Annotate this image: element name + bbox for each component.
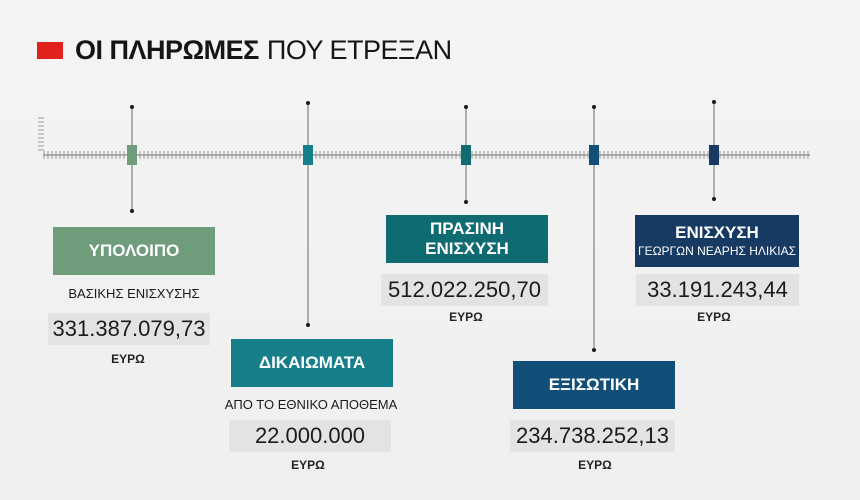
box-exisotiki: ΕΞΙΣΩΤΙΚΗ bbox=[513, 361, 675, 409]
marker-exisotiki bbox=[589, 145, 599, 165]
connector-dot-exisotiki-bottom bbox=[592, 348, 596, 352]
connector-dot-prasini-bottom bbox=[464, 200, 468, 204]
amount-exisotiki: 234.738.252,13 bbox=[510, 420, 675, 452]
amount-prasini: 512.022.250,70 bbox=[381, 274, 548, 306]
box-neoi: ΕΝΙΣΧΥΣΗ ΓΕΩΡΓΩΝ ΝΕΑΡΗΣ ΗΛΙΚΙΑΣ bbox=[635, 215, 799, 267]
connector-dot-exisotiki-top bbox=[592, 105, 596, 109]
title-bold: ΟΙ ΠΛΗΡΩΜΕΣ bbox=[75, 35, 259, 65]
subtitle-dikaiomata: ΑΠΟ ΤΟ ΕΘΝΙΚΟ ΑΠΟΘΕΜΑ bbox=[224, 397, 398, 412]
marker-neoi bbox=[709, 145, 719, 165]
label2-neoi: ΓΕΩΡΓΩΝ ΝΕΑΡΗΣ ΗΛΙΚΙΑΣ bbox=[637, 244, 797, 258]
label-ypoloipo: ΥΠΟΛΟΙΠΟ bbox=[88, 241, 180, 260]
unit-neoi: ΕΥΡΩ bbox=[697, 310, 731, 324]
connector-dot-neoi-bottom bbox=[712, 197, 716, 201]
marker-ypoloipo bbox=[127, 145, 137, 165]
connector-dot-prasini-top bbox=[464, 105, 468, 109]
timeline-ticks bbox=[38, 117, 809, 159]
marker-prasini bbox=[461, 145, 471, 165]
amount-ypoloipo: 331.387.079,73 bbox=[48, 313, 210, 345]
red-square-icon bbox=[37, 42, 63, 59]
box-ypoloipo: ΥΠΟΛΟΙΠΟ bbox=[53, 227, 215, 275]
label-neoi: ΕΝΙΣΧΥΣΗ bbox=[675, 223, 759, 242]
unit-prasini: ΕΥΡΩ bbox=[449, 310, 483, 324]
label-prasini: ΠΡΑΣΙΝΗ ΕΝΙΣΧΥΣΗ bbox=[425, 219, 509, 258]
label-dikaiomata: ΔΙΚΑΙΩΜΑΤΑ bbox=[258, 353, 366, 372]
box-dikaiomata: ΔΙΚΑΙΩΜΑΤΑ bbox=[231, 339, 393, 387]
unit-ypoloipo: ΕΥΡΩ bbox=[111, 352, 145, 366]
box-prasini: ΠΡΑΣΙΝΗ ΕΝΙΣΧΥΣΗ bbox=[386, 215, 548, 263]
connector-dot-dikaiomata-bottom bbox=[306, 323, 310, 327]
marker-dikaiomata bbox=[303, 145, 313, 165]
amount-dikaiomata: 22.000.000 bbox=[229, 420, 391, 452]
connector-dot-neoi-top bbox=[712, 100, 716, 104]
connector-dot-ypoloipo-bottom bbox=[130, 209, 134, 213]
timeline-connectors bbox=[127, 100, 719, 352]
amount-neoi: 33.191.243,44 bbox=[636, 274, 799, 306]
title-light: ΠΟΥ ΕΤΡΕΞΑΝ bbox=[266, 35, 452, 65]
connector-dot-ypoloipo-top bbox=[130, 105, 134, 109]
header: ΟΙ ΠΛΗΡΩΜΕΣ ΠΟΥ ΕΤΡΕΞΑΝ bbox=[37, 35, 452, 66]
subtitle-ypoloipo: ΒΑΣΙΚΗΣ ΕΝΙΣΧΥΣΗΣ bbox=[68, 286, 200, 301]
connector-dot-dikaiomata-top bbox=[306, 101, 310, 105]
label-exisotiki: ΕΞΙΣΩΤΙΚΗ bbox=[548, 375, 640, 394]
unit-exisotiki: ΕΥΡΩ bbox=[578, 458, 612, 472]
unit-dikaiomata: ΕΥΡΩ bbox=[291, 458, 325, 472]
